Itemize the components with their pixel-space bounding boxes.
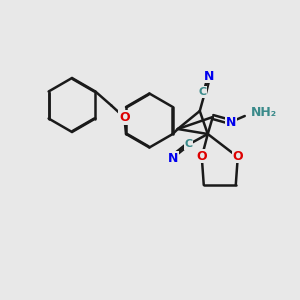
Text: NH₂: NH₂ — [251, 106, 277, 118]
Text: O: O — [232, 149, 243, 163]
Text: C: C — [185, 139, 193, 149]
Text: N: N — [226, 116, 236, 128]
Text: N: N — [204, 70, 214, 83]
Text: O: O — [119, 111, 130, 124]
Text: N: N — [168, 152, 178, 164]
Text: C: C — [199, 87, 207, 97]
Text: O: O — [196, 149, 207, 163]
